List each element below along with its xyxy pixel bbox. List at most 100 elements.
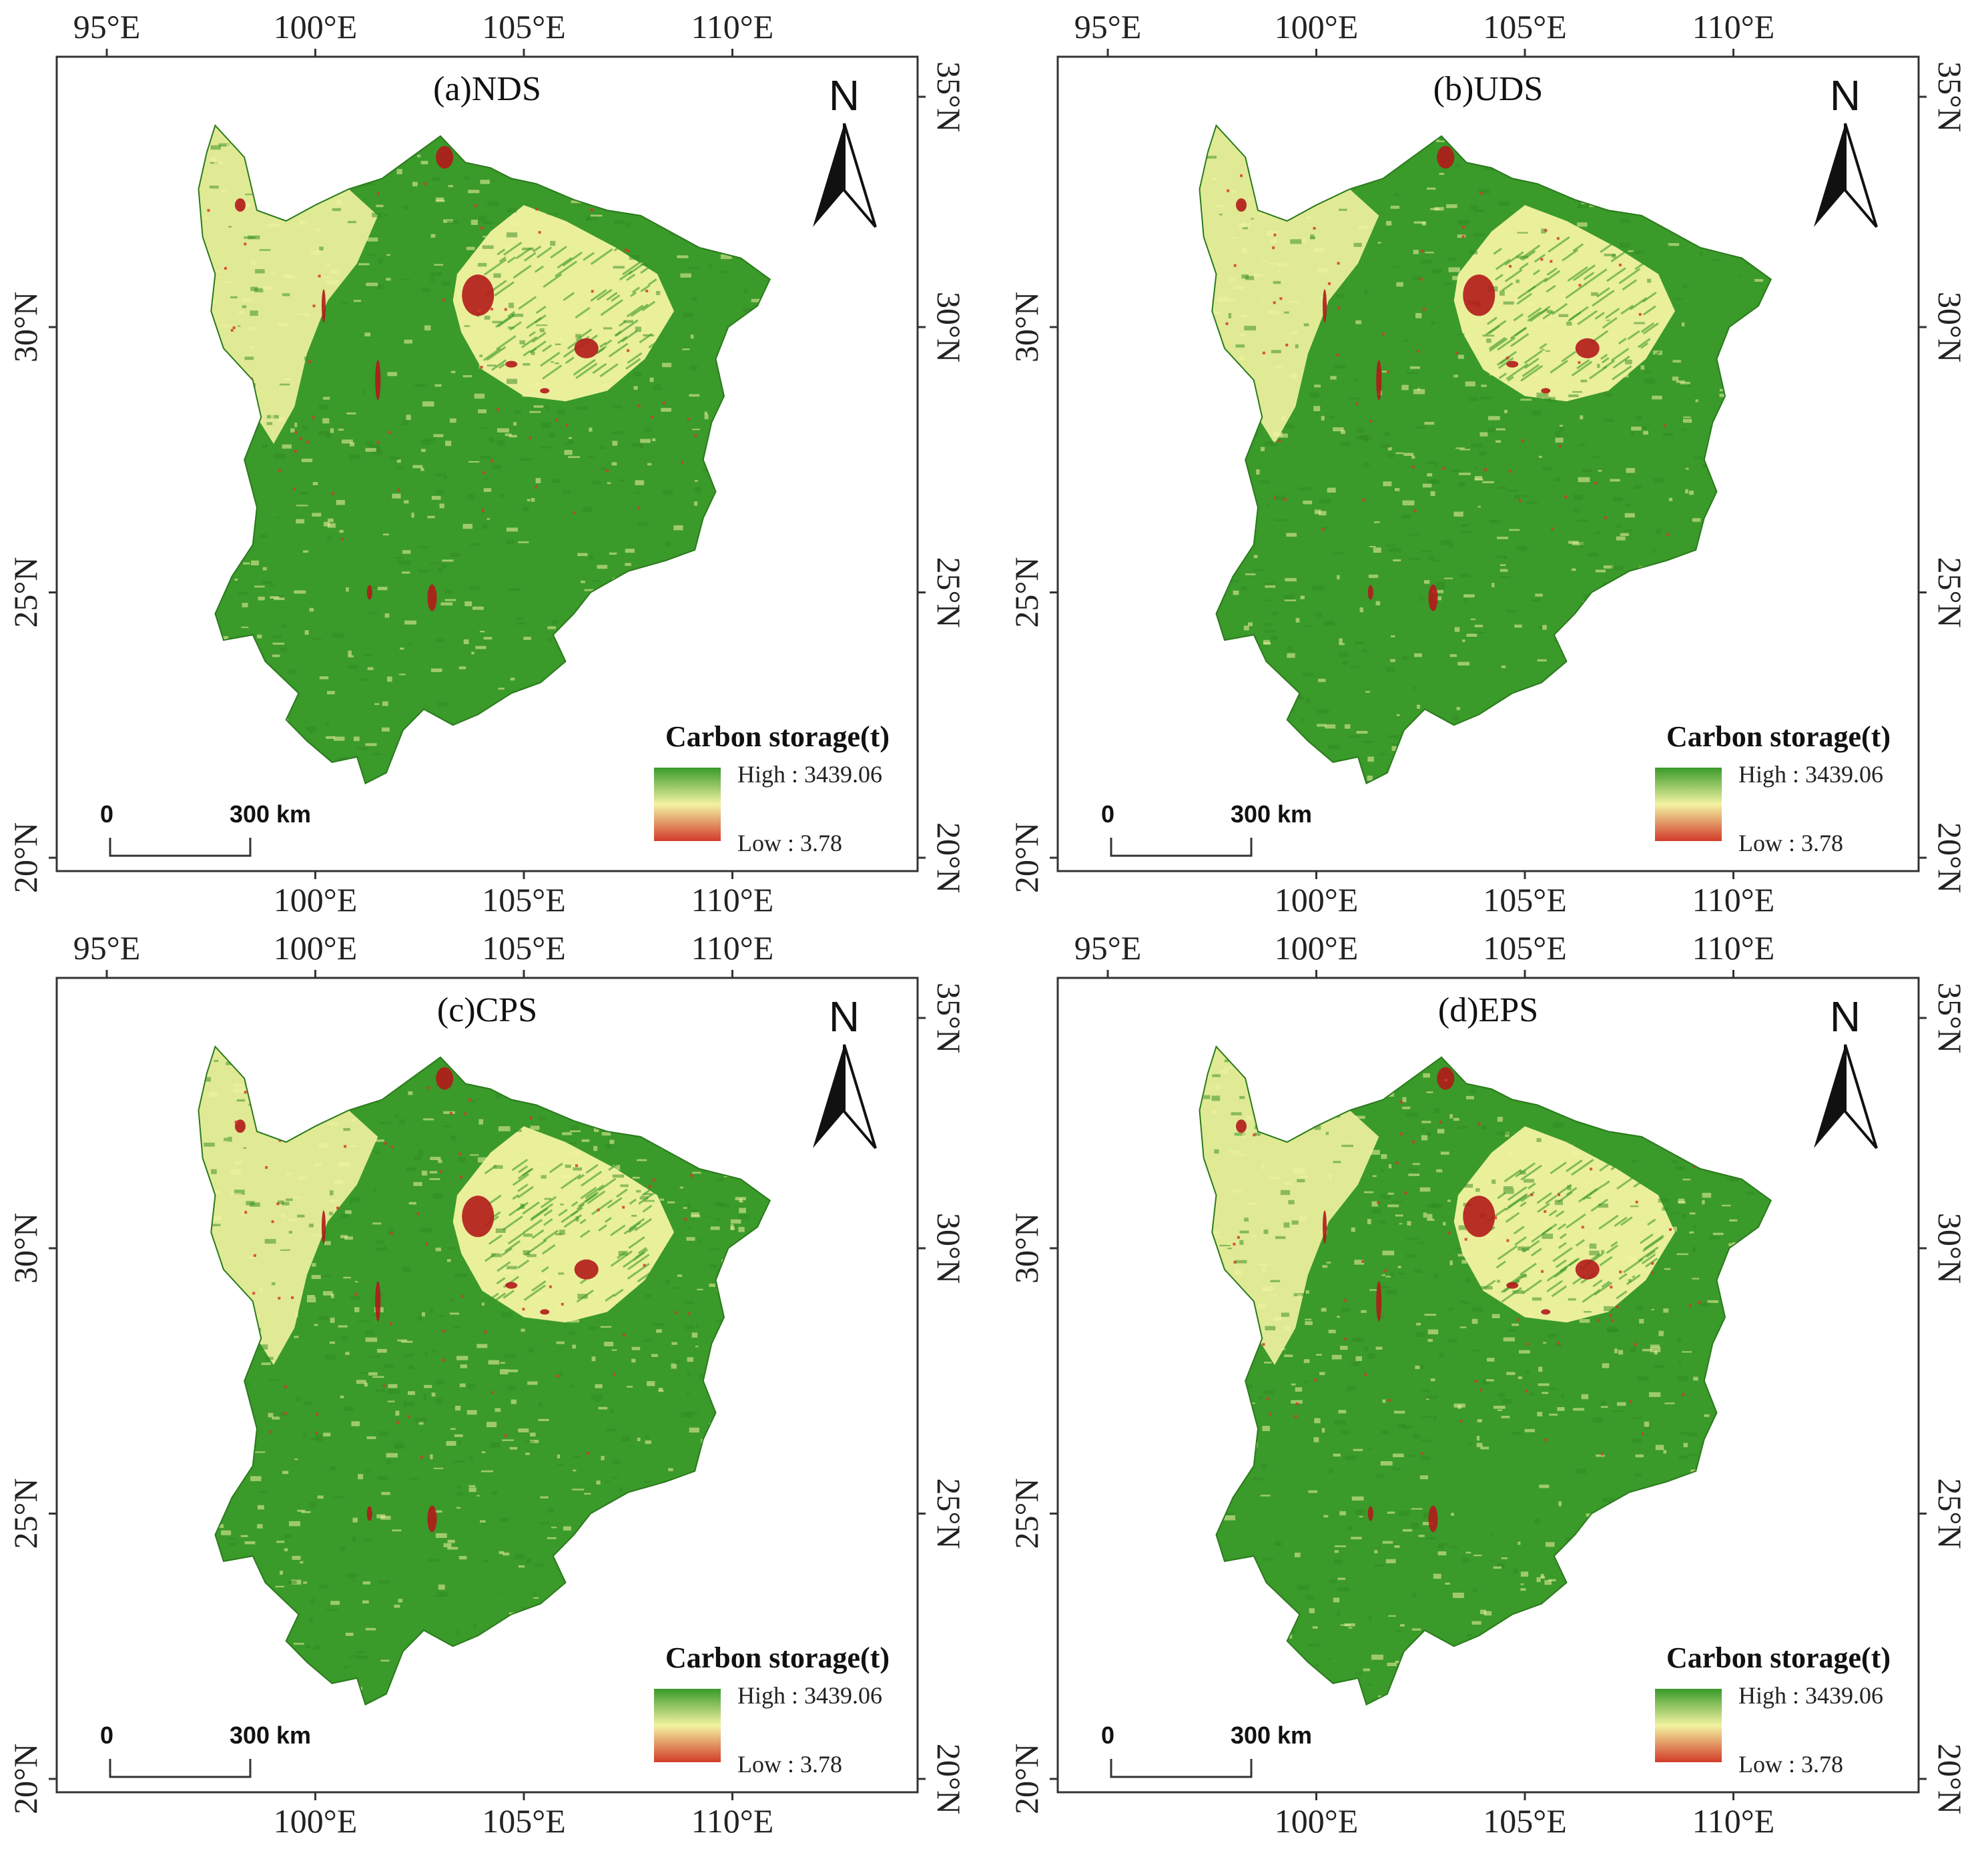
svg-text:0: 0 (1101, 800, 1114, 828)
north-arrow-icon: N (813, 993, 877, 1149)
map-svg: 95°E 100°E 105°E 110°E 100°E 105°E 110°E 20°N 20… (1008, 929, 1969, 1839)
lat-label-left: 20°N (1008, 1744, 1045, 1814)
lon-label-bottom: 100°E (274, 881, 358, 918)
svg-text:300 km: 300 km (230, 800, 311, 828)
lat-label-right: 30°N (930, 292, 968, 362)
legend-title: Carbon storage(t) (665, 720, 890, 753)
panel-title: (d)EPS (1438, 991, 1538, 1029)
lon-label-bottom: 105°E (482, 881, 566, 918)
lat-label-right: 35°N (930, 61, 968, 132)
lat-label-right: 25°N (930, 1478, 968, 1549)
legend: Carbon storage(t) High : 3439.06 Low : 3.7… (1655, 720, 1891, 856)
map-panel-a: 95°E 100°E 105°E 110°E 100°E 105°E 110°E 20°N 20… (0, 0, 988, 918)
map-panel-c: 95°E 100°E 105°E 110°E 100°E 105°E 110°E 20°N 20… (0, 921, 988, 1839)
panel-title: (a)NDS (433, 70, 541, 108)
lat-label-left: 25°N (1008, 1478, 1045, 1549)
legend-low-label: Low : 3.78 (1738, 1751, 1843, 1778)
lat-label-right: 25°N (1931, 1478, 1969, 1549)
map-svg: 95°E 100°E 105°E 110°E 100°E 105°E 110°E 20°N 20… (1008, 8, 1969, 918)
north-arrow-icon: N (1814, 71, 1878, 228)
lat-label-right: 30°N (1931, 292, 1969, 362)
map-svg: 95°E 100°E 105°E 110°E 100°E 105°E 110°E 20°N 20… (7, 929, 968, 1839)
lon-label-top: 105°E (1483, 929, 1567, 967)
lat-label-left: 30°N (7, 292, 44, 362)
svg-text:300 km: 300 km (1231, 1722, 1312, 1749)
lat-label-right: 35°N (930, 983, 968, 1053)
lat-label-left: 20°N (1008, 822, 1045, 893)
map-svg: 95°E 100°E 105°E 110°E 100°E 105°E 110°E 20°N 20… (7, 8, 968, 918)
panel-title: (c)CPS (437, 991, 537, 1029)
legend: Carbon storage(t) High : 3439.06 Low : 3.7… (654, 720, 890, 856)
north-arrow-icon: N (1814, 993, 1878, 1149)
lat-label-right: 35°N (1931, 61, 1969, 132)
scale-bar: 0 300 km (100, 800, 311, 857)
legend-high-label: High : 3439.06 (1738, 761, 1883, 788)
scale-bar: 0 300 km (1101, 1722, 1312, 1778)
lat-label-left: 25°N (1008, 557, 1045, 627)
lat-label-left: 30°N (1008, 292, 1045, 362)
lat-label-left: 30°N (1008, 1213, 1045, 1284)
map-frame (55, 977, 919, 1794)
legend-title: Carbon storage(t) (1666, 720, 1891, 753)
lat-label-left: 20°N (7, 822, 44, 893)
lon-label-top: 105°E (482, 929, 566, 967)
legend: Carbon storage(t) High : 3439.06 Low : 3.7… (1655, 1641, 1891, 1778)
lat-label-right: 20°N (930, 1744, 968, 1814)
north-arrow-icon: N (813, 71, 877, 228)
lon-label-bottom: 105°E (482, 1802, 566, 1839)
lon-label-bottom: 105°E (1483, 1802, 1567, 1839)
panel-title: (b)UDS (1433, 70, 1544, 108)
svg-text:N: N (829, 993, 860, 1041)
svg-text:N: N (1830, 71, 1861, 119)
lon-label-bottom: 100°E (1275, 1802, 1359, 1839)
lat-label-left: 30°N (7, 1213, 44, 1284)
lon-label-top: 100°E (274, 8, 358, 45)
lat-label-left: 25°N (7, 1478, 44, 1549)
lat-label-right: 35°N (1931, 983, 1969, 1053)
svg-text:300 km: 300 km (230, 1722, 311, 1749)
map-panel-d: 95°E 100°E 105°E 110°E 100°E 105°E 110°E 20°N 20… (1001, 921, 1988, 1839)
lon-label-top: 110°E (1692, 8, 1775, 45)
legend: Carbon storage(t) High : 3439.06 Low : 3.7… (654, 1641, 890, 1778)
lon-label-bottom: 110°E (691, 1802, 774, 1839)
legend-high-label: High : 3439.06 (1738, 1682, 1883, 1709)
lon-label-top: 95°E (1074, 8, 1142, 45)
svg-text:0: 0 (100, 1722, 113, 1749)
carbon-storage-raster (198, 1046, 770, 1705)
svg-text:300 km: 300 km (1231, 800, 1312, 828)
lon-label-bottom: 110°E (1692, 1802, 1775, 1839)
lat-label-right: 30°N (930, 1213, 968, 1284)
lon-label-top: 110°E (691, 929, 774, 967)
lon-label-top: 110°E (691, 8, 774, 45)
legend-low-label: Low : 3.78 (1738, 830, 1843, 856)
map-panel-b: 95°E 100°E 105°E 110°E 100°E 105°E 110°E 20°N 20… (1001, 0, 1988, 918)
legend-title: Carbon storage(t) (1666, 1641, 1891, 1674)
lat-label-right: 25°N (1931, 557, 1969, 627)
lon-label-bottom: 100°E (274, 1802, 358, 1839)
map-frame (1056, 977, 1920, 1794)
lon-label-top: 100°E (1275, 929, 1359, 967)
scale-bar: 0 300 km (1101, 800, 1312, 857)
lat-label-right: 25°N (930, 557, 968, 627)
lat-label-right: 20°N (1931, 1744, 1969, 1814)
legend-high-label: High : 3439.06 (737, 1682, 882, 1709)
lon-label-top: 100°E (274, 929, 358, 967)
lat-label-right: 20°N (930, 822, 968, 893)
lon-label-top: 105°E (1483, 8, 1567, 45)
svg-text:N: N (1830, 993, 1861, 1041)
scale-bar: 0 300 km (100, 1722, 311, 1778)
legend-title: Carbon storage(t) (665, 1641, 890, 1674)
lon-label-top: 110°E (1692, 929, 1775, 967)
lat-label-right: 30°N (1931, 1213, 1969, 1284)
lat-label-left: 25°N (7, 557, 44, 627)
legend-low-label: Low : 3.78 (737, 1751, 842, 1778)
legend-color-ramp (1655, 768, 1722, 841)
svg-text:N: N (829, 71, 860, 119)
svg-text:0: 0 (100, 800, 113, 828)
svg-text:0: 0 (1101, 1722, 1114, 1749)
legend-color-ramp (654, 1689, 721, 1762)
lon-label-bottom: 105°E (1483, 881, 1567, 918)
lon-label-top: 95°E (1074, 929, 1142, 967)
legend-color-ramp (654, 768, 721, 841)
lon-label-top: 105°E (482, 8, 566, 45)
